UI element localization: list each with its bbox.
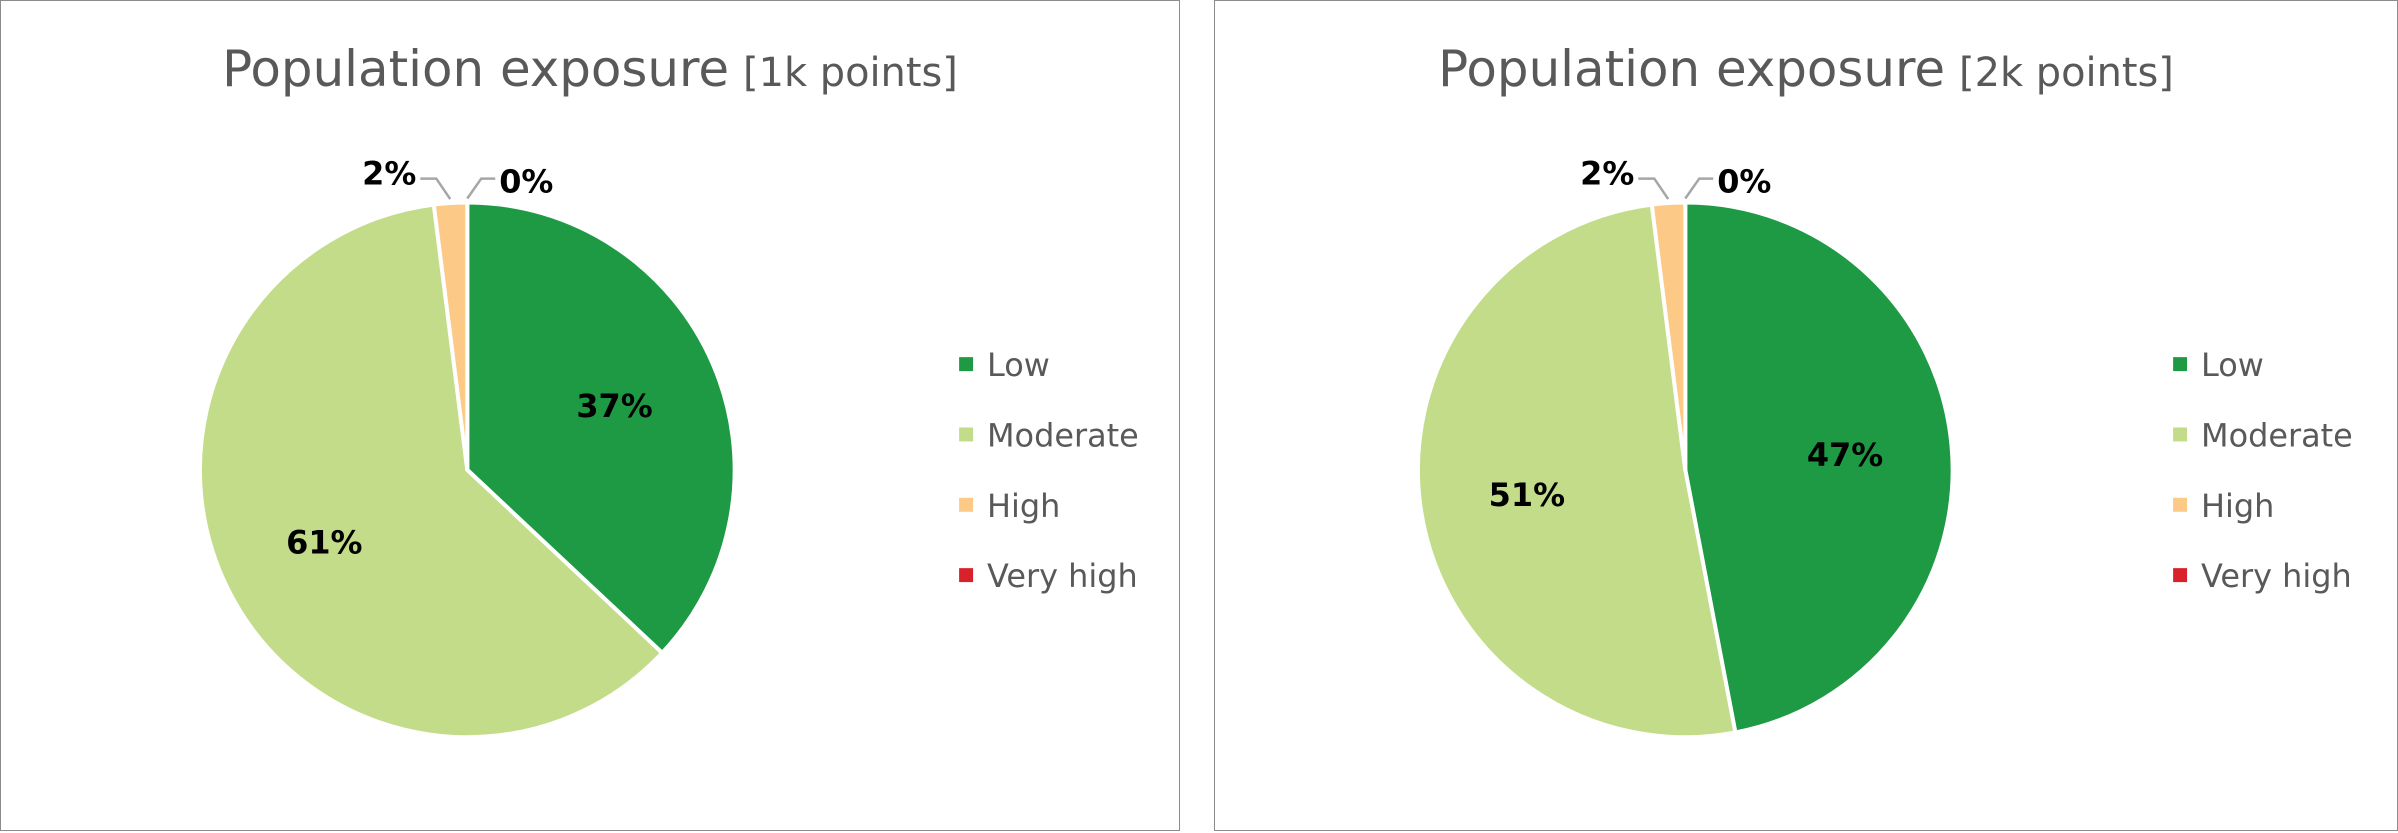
pie-slice-low: [465, 200, 737, 655]
legend-label: Low: [987, 346, 1050, 384]
legend-swatch: [2173, 568, 2188, 583]
legend: Low Moderate High Very high: [959, 346, 1139, 595]
legend-swatch: [2173, 357, 2188, 372]
legend-swatch: [959, 497, 974, 512]
legend-label: Moderate: [987, 416, 1139, 454]
data-label-low: 37%: [576, 387, 652, 425]
legend-swatch: [959, 427, 974, 442]
legend-item-high: High: [959, 487, 1060, 525]
legend-swatch: [2173, 427, 2188, 442]
legend-label: Very high: [987, 557, 1138, 595]
chart-panel-2k: Population exposure [2k points] 47% 51% 2% 0…: [1214, 0, 2398, 831]
legend-label: Low: [2201, 346, 2264, 384]
data-labels: 47% 51% 2% 0%: [1489, 155, 1884, 514]
legend: Low Moderate High Very high: [2173, 346, 2353, 595]
data-label-low: 47%: [1807, 436, 1883, 474]
pie-slices: [1416, 200, 1955, 740]
pie-slice-low: [1683, 200, 1955, 735]
pie-slice-moderate: [1416, 202, 1738, 740]
legend-item-moderate: Moderate: [959, 416, 1139, 454]
data-label-moderate: 51%: [1489, 476, 1565, 514]
legend-label: High: [987, 487, 1060, 525]
legend-label: High: [2201, 487, 2274, 525]
legend-label: Moderate: [2201, 416, 2353, 454]
chart-title: Population exposure [2k points]: [1438, 40, 2174, 98]
chart-title: Population exposure [1k points]: [222, 40, 958, 98]
leader-line-very-high: [1684, 177, 1714, 200]
leader-line-very-high: [466, 177, 496, 200]
data-labels: 37% 61% 2% 0%: [286, 155, 653, 562]
data-label-very-high: 0%: [1717, 163, 1771, 201]
data-label-high: 2%: [362, 155, 416, 193]
legend-label: Very high: [2201, 557, 2352, 595]
legend-item-very-high: Very high: [959, 557, 1138, 595]
legend-item-high: High: [2173, 487, 2274, 525]
pie-slice-moderate: [197, 202, 665, 740]
data-label-high: 2%: [1580, 155, 1634, 193]
leader-line-high: [1638, 177, 1670, 200]
pie-chart-2k: Population exposure [2k points] 47% 51% 2% 0…: [1416, 40, 2353, 740]
leader-line-high: [420, 177, 452, 200]
pie-slice-high: [1649, 200, 1688, 472]
chart-panel-1k: Population exposure [1k points] 37% 61% 2% 0…: [0, 0, 1180, 831]
pie-chart-1k: Population exposure [1k points] 37% 61% 2% 0…: [197, 40, 1139, 740]
legend-swatch: [959, 568, 974, 583]
pie-slices: [197, 200, 737, 740]
legend-swatch: [959, 357, 974, 372]
legend-item-very-high: Very high: [2173, 557, 2352, 595]
data-label-very-high: 0%: [499, 163, 553, 201]
legend-item-low: Low: [2173, 346, 2264, 384]
data-label-moderate: 61%: [286, 524, 362, 562]
legend-item-moderate: Moderate: [2173, 416, 2353, 454]
legend-item-low: Low: [959, 346, 1050, 384]
legend-swatch: [2173, 497, 2188, 512]
pie-slice-high: [431, 200, 470, 472]
